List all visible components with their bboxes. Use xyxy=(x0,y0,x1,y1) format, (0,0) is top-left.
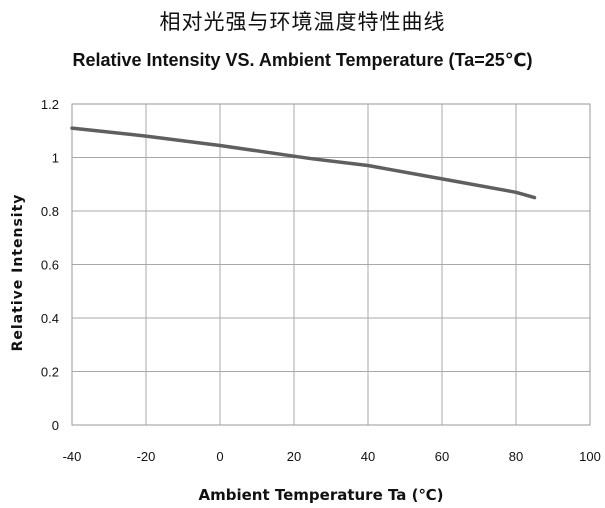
x-tick-label: 60 xyxy=(435,449,449,464)
plot-area xyxy=(71,103,591,426)
y-tick-label: 0.6 xyxy=(41,258,59,273)
chart-title: 相对光强与环境温度特性曲线 xyxy=(159,10,446,34)
x-axis-ticks: -40 -20 0 20 40 60 80 100 xyxy=(63,449,601,464)
x-tick-label: 80 xyxy=(509,449,523,464)
y-tick-label: 1.2 xyxy=(41,97,59,112)
y-tick-label: 1 xyxy=(52,151,59,166)
y-tick-label: 0.2 xyxy=(41,365,59,380)
x-tick-label: 0 xyxy=(216,449,223,464)
series-line-0 xyxy=(70,126,537,200)
x-tick-label: -40 xyxy=(63,449,82,464)
y-tick-label: 0.8 xyxy=(41,204,59,219)
y-axis-ticks: 0 0.2 0.4 0.6 0.8 1 1.2 xyxy=(41,97,59,433)
chart-subtitle: Relative Intensity VS. Ambient Temperatu… xyxy=(72,50,533,70)
grid xyxy=(71,103,591,426)
y-axis-label: Relative Intensity xyxy=(10,194,26,352)
y-tick-label: 0 xyxy=(52,418,59,433)
series-layer xyxy=(70,126,537,200)
x-axis-label: Ambient Temperature Ta (℃) xyxy=(199,486,444,504)
x-tick-label: 100 xyxy=(579,449,601,464)
x-tick-label: -20 xyxy=(137,449,156,464)
x-tick-label: 40 xyxy=(361,449,375,464)
x-tick-label: 20 xyxy=(287,449,301,464)
y-tick-label: 0.4 xyxy=(41,311,59,326)
